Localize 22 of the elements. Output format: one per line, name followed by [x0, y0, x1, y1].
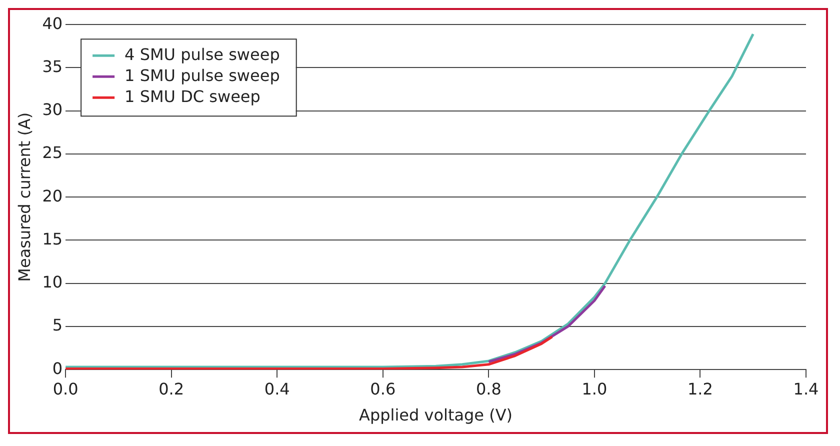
x-tick-label: 0.6 — [370, 379, 396, 398]
y-tick-label: 35 — [42, 56, 63, 76]
y-tick-label: 10 — [42, 272, 63, 292]
y-tick-label: 5 — [52, 316, 63, 335]
y-tick-label: 30 — [42, 100, 63, 120]
y-axis-title: Measured current (A) — [14, 112, 34, 282]
y-tick-label: 20 — [42, 186, 63, 206]
legend-label: 4 SMU pulse sweep — [124, 44, 280, 64]
x-tick-label: 0.2 — [158, 379, 184, 398]
x-tick-label: 1.0 — [582, 379, 608, 398]
x-axis-title: Applied voltage (V) — [359, 406, 513, 425]
y-tick-label: 25 — [42, 143, 63, 162]
y-tick-label: 40 — [42, 14, 63, 33]
x-tick-label: 0.8 — [476, 379, 502, 398]
legend-label: 1 SMU pulse sweep — [124, 66, 280, 85]
legend-label: 1 SMU DC sweep — [124, 86, 260, 106]
x-tick-label: 1.4 — [793, 379, 819, 398]
y-tick-label: 0 — [52, 358, 63, 378]
x-tick-label: 0.4 — [264, 379, 290, 398]
x-tick-label: 1.2 — [687, 379, 713, 398]
y-tick-label: 15 — [42, 229, 63, 248]
x-tick-label: 0.0 — [52, 379, 78, 398]
